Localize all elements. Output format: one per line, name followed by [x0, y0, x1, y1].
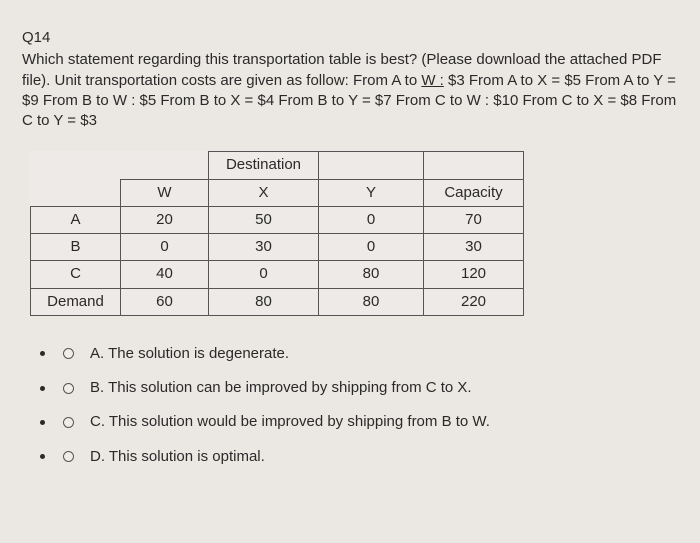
col-header-x: X [209, 179, 319, 206]
option-text: D. This solution is optimal. [90, 447, 265, 467]
cell-cap: 30 [424, 234, 524, 261]
cell-x: 50 [209, 206, 319, 233]
cell-w: 0 [121, 234, 209, 261]
radio-icon[interactable] [63, 417, 74, 428]
bullet-icon [40, 351, 45, 356]
cell-w: 60 [121, 288, 209, 315]
blank-cell [31, 152, 121, 179]
row-origin: Demand [31, 288, 121, 315]
option-b[interactable]: B. This solution can be improved by ship… [40, 378, 678, 398]
radio-icon[interactable] [63, 383, 74, 394]
bullet-icon [40, 420, 45, 425]
option-c[interactable]: C. This solution would be improved by sh… [40, 412, 678, 432]
col-header-w: W [121, 179, 209, 206]
table-row: Demand 60 80 80 220 [31, 288, 524, 315]
blank-cell [121, 152, 209, 179]
radio-icon[interactable] [63, 348, 74, 359]
question-link-w[interactable]: W : [421, 72, 444, 89]
option-text: C. This solution would be improved by sh… [90, 412, 490, 432]
row-origin: C [31, 261, 121, 288]
cell-w: 20 [121, 206, 209, 233]
option-a[interactable]: A. The solution is degenerate. [40, 344, 678, 364]
cell-y: 0 [319, 234, 424, 261]
blank-cell [424, 152, 524, 179]
table-row: A 20 50 0 70 [31, 206, 524, 233]
question-text: Which statement regarding this transport… [22, 50, 678, 131]
cell-y: 80 [319, 288, 424, 315]
table-row: B 0 30 0 30 [31, 234, 524, 261]
row-origin: A [31, 206, 121, 233]
answer-options: A. The solution is degenerate. B. This s… [40, 344, 678, 467]
option-d[interactable]: D. This solution is optimal. [40, 447, 678, 467]
cell-x: 0 [209, 261, 319, 288]
table-header-row-2: W X Y Capacity [31, 179, 524, 206]
blank-cell [319, 152, 424, 179]
table-header-row-1: Destination [31, 152, 524, 179]
blank-cell [31, 179, 121, 206]
cell-x: 80 [209, 288, 319, 315]
question-page: Q14 Which statement regarding this trans… [0, 0, 700, 501]
option-text: A. The solution is degenerate. [90, 344, 289, 364]
transportation-table: Destination W X Y Capacity A 20 50 0 70 … [30, 151, 524, 316]
cell-y: 80 [319, 261, 424, 288]
question-number: Q14 [22, 28, 678, 48]
cell-w: 40 [121, 261, 209, 288]
cell-cap: 220 [424, 288, 524, 315]
table-row: C 40 0 80 120 [31, 261, 524, 288]
cell-y: 0 [319, 206, 424, 233]
col-header-y: Y [319, 179, 424, 206]
cell-cap: 70 [424, 206, 524, 233]
destination-header: Destination [209, 152, 319, 179]
col-header-capacity: Capacity [424, 179, 524, 206]
row-origin: B [31, 234, 121, 261]
option-text: B. This solution can be improved by ship… [90, 378, 472, 398]
cell-x: 30 [209, 234, 319, 261]
cell-cap: 120 [424, 261, 524, 288]
radio-icon[interactable] [63, 451, 74, 462]
bullet-icon [40, 386, 45, 391]
bullet-icon [40, 454, 45, 459]
